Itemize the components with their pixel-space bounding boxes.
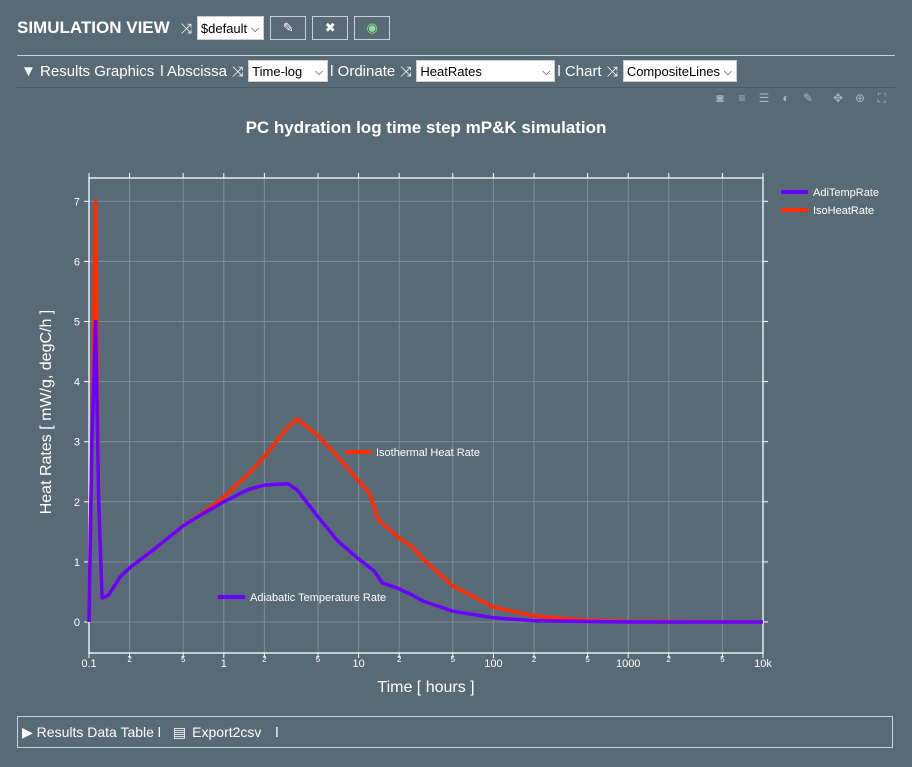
zoom-icon[interactable]: ⊕ <box>854 91 866 105</box>
x-tick-label: 1 <box>221 658 227 670</box>
chart-title: PC hydration log time step mP&K simulati… <box>246 118 607 137</box>
chart-label: l Chart <box>557 62 602 80</box>
legend-iso[interactable]: IsoHeatRate <box>813 205 874 217</box>
divider <box>17 55 895 56</box>
x-tick-label: 1000 <box>616 658 640 670</box>
x-tick-label: 0.1 <box>81 658 96 670</box>
separator: l <box>275 724 279 740</box>
trash-icon: ✖ <box>324 20 336 35</box>
shuffle-icon[interactable]: ⤨ <box>606 62 618 79</box>
y-tick-label: 5 <box>74 317 80 329</box>
shuffle-icon[interactable]: ⤨ <box>400 62 412 79</box>
series-line-IsoHeatRate[interactable] <box>87 199 764 624</box>
legend-adi[interactable]: AdiTempRate <box>813 187 879 199</box>
page-title: SIMULATION VIEW <box>17 18 170 37</box>
view-select[interactable]: $default ⌵ <box>196 16 265 40</box>
pencil-icon[interactable]: ✎ <box>802 91 814 105</box>
x-tick-label: 5 <box>181 655 186 664</box>
export-csv-button[interactable]: Export2csv <box>192 724 262 740</box>
plot-toolbar: ◙ ≡ ☰ ◐ ✎ ✥ ⊕ ⛶ <box>710 90 892 106</box>
y-tick-label: 4 <box>74 377 80 389</box>
delete-button[interactable]: ✖ <box>312 16 349 40</box>
csv-file-icon[interactable]: ▤ <box>172 723 187 740</box>
abscissa-select[interactable]: Time-log ⌵ <box>248 60 329 82</box>
results-graphics-toggle[interactable]: ▼ Results Graphics <box>21 63 154 80</box>
pencil-icon: ✎ <box>282 20 294 35</box>
chevron-down-icon: ⌵ <box>250 23 260 35</box>
chart-select[interactable]: CompositeLines ⌵ <box>622 60 738 82</box>
view-select-value: $default <box>200 21 248 36</box>
y-tick-label: 0 <box>74 617 80 629</box>
chevron-down-icon: ⌵ <box>723 66 733 78</box>
contrast-icon[interactable]: ◐ <box>782 91 790 105</box>
results-data-table-toggle[interactable]: ▶ Results Data Table l <box>22 723 161 740</box>
annotation-iso: Isothermal Heat Rate <box>376 447 480 459</box>
ordinate-select[interactable]: HeatRates ⌵ <box>416 60 556 82</box>
preview-button[interactable]: ◉ <box>354 16 391 40</box>
chevron-down-icon: ⌵ <box>314 66 324 78</box>
y-tick-label: 3 <box>74 437 80 449</box>
edit-button[interactable]: ✎ <box>270 16 307 40</box>
y-tick-label: 1 <box>74 557 80 569</box>
results-data-table-bar: ▶ Results Data Table l ▤ Export2csv l <box>17 716 893 748</box>
y-tick-label: 2 <box>74 497 80 509</box>
y-axis-label: Heat Rates [ mW/g, degC/h ] <box>38 310 55 515</box>
camera-icon[interactable]: ◙ <box>716 91 724 105</box>
x-tick-label: 5 <box>585 655 590 664</box>
x-tick-label: 2 <box>667 655 672 664</box>
move-icon[interactable]: ✥ <box>832 91 844 105</box>
x-tick-label: 2 <box>532 655 537 664</box>
x-tick-label: 5 <box>720 655 725 664</box>
ordinate-label: l Ordinate <box>330 62 396 80</box>
annotation-adi: Adiabatic Temperature Rate <box>250 592 386 604</box>
x-tick-label: 5 <box>451 655 456 664</box>
x-tick-label: 100 <box>484 658 502 670</box>
x-tick-label: 2 <box>262 655 267 664</box>
chevron-down-icon: ⌵ <box>542 66 551 78</box>
y-tick-label: 7 <box>74 196 80 208</box>
checklist-icon[interactable]: ≡ <box>738 91 746 105</box>
legend[interactable]: AdiTempRate IsoHeatRate <box>781 187 879 217</box>
x-tick-label: 10 <box>352 658 364 670</box>
results-graphics-label: Results Graphics <box>40 62 155 80</box>
y-tick-label: 6 <box>74 256 80 268</box>
series-line-AdiTempRate[interactable] <box>87 319 763 624</box>
x-tick-label: 5 <box>316 655 321 664</box>
abscissa-label: l Abscissa <box>160 62 227 80</box>
list-icon[interactable]: ☰ <box>758 91 770 105</box>
shuffle-icon[interactable]: ⤨ <box>231 62 244 79</box>
shuffle-icon[interactable]: ⤨ <box>180 19 192 36</box>
triangle-down-icon: ▼ <box>21 62 36 80</box>
windows-eye-icon: ◉ <box>366 20 378 35</box>
autoscale-icon[interactable]: ⛶ <box>877 91 887 105</box>
plot-frame <box>88 177 764 654</box>
x-tick-label: 2 <box>397 655 402 664</box>
x-tick-label: 10k <box>754 658 772 670</box>
x-axis-label: Time [ hours ] <box>377 679 474 696</box>
divider <box>17 87 895 88</box>
x-tick-label: 2 <box>127 655 132 664</box>
